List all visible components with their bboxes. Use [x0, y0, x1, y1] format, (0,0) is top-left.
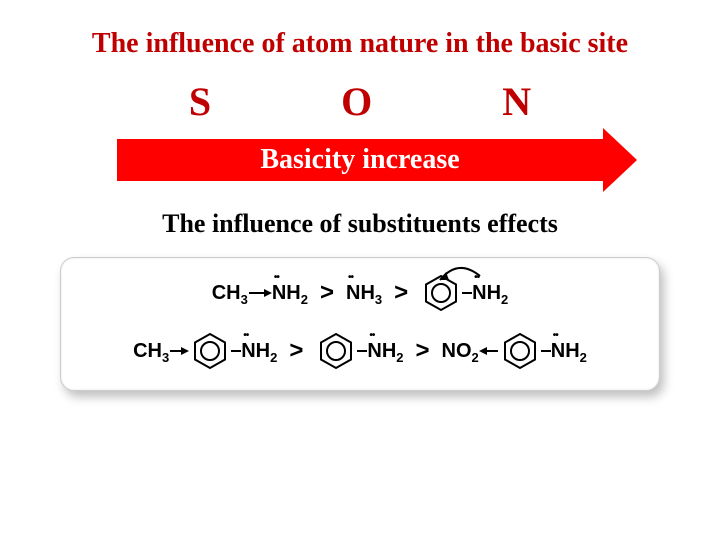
- ch3-label: CH3: [212, 282, 248, 305]
- arrow-head-icon: [603, 128, 637, 192]
- aniline: ••NH2: [420, 274, 508, 312]
- atom-n: N: [502, 78, 531, 125]
- lone-pair-icon: ••: [274, 272, 279, 283]
- subtitle: The influence of substituents effects: [0, 209, 720, 239]
- nh2-label: ••NH2: [272, 282, 308, 305]
- atom-s: S: [189, 78, 211, 125]
- basicity-arrow: Basicity increase: [117, 139, 603, 181]
- p-nitroaniline: NO2 ••NH2: [442, 332, 587, 370]
- aniline-2: ••NH2: [315, 332, 403, 370]
- electron-arrow-icon: [248, 286, 272, 300]
- ammonia: ••NH3: [346, 282, 382, 305]
- bond-line: [231, 350, 241, 352]
- nh2-label: ••NH2: [241, 340, 277, 363]
- bond-line: [462, 292, 472, 294]
- lone-pair-icon: ••: [348, 272, 353, 283]
- benzene-ring-icon: [191, 332, 229, 370]
- gt-sign: >: [285, 337, 307, 365]
- benzene-ring-icon: [317, 332, 355, 370]
- lone-pair-icon: ••: [474, 272, 479, 283]
- nh2-label: ••NH2: [367, 340, 403, 363]
- lone-pair-icon: ••: [369, 330, 374, 341]
- benzene-ring-icon: [501, 332, 539, 370]
- nh2-label: ••NH2: [472, 282, 508, 305]
- chem-row-1: CH3 ••NH2 > ••NH3 > ••NH: [81, 274, 639, 312]
- slide: The influence of atom nature in the basi…: [0, 0, 720, 540]
- lone-pair-icon: ••: [553, 330, 558, 341]
- nh2-label: ••NH2: [551, 340, 587, 363]
- nh3-label: ••NH3: [346, 282, 382, 305]
- electron-arrow-icon: [169, 344, 189, 358]
- chem-row-2: CH3 ••NH2 > ••NH2 >: [81, 332, 639, 370]
- arrow-label: Basicity increase: [260, 144, 459, 176]
- lone-pair-icon: ••: [243, 330, 248, 341]
- atom-row: S O N: [0, 78, 720, 125]
- atom-o: O: [341, 78, 372, 125]
- gt-sign: >: [390, 279, 412, 307]
- ch3-label: CH3: [133, 340, 169, 363]
- gt-sign: >: [316, 279, 338, 307]
- methylamine: CH3 ••NH2: [212, 282, 308, 305]
- bond-line: [357, 350, 367, 352]
- chemistry-box: CH3 ••NH2 > ••NH3 > ••NH: [60, 257, 660, 391]
- electron-arrow-icon: [479, 344, 499, 358]
- gt-sign: >: [412, 337, 434, 365]
- p-toluidine: CH3 ••NH2: [133, 332, 277, 370]
- bond-line: [541, 350, 551, 352]
- arrow-bar: Basicity increase: [117, 139, 603, 181]
- no2-label: NO2: [442, 340, 479, 363]
- slide-title: The influence of atom nature in the basi…: [0, 28, 720, 60]
